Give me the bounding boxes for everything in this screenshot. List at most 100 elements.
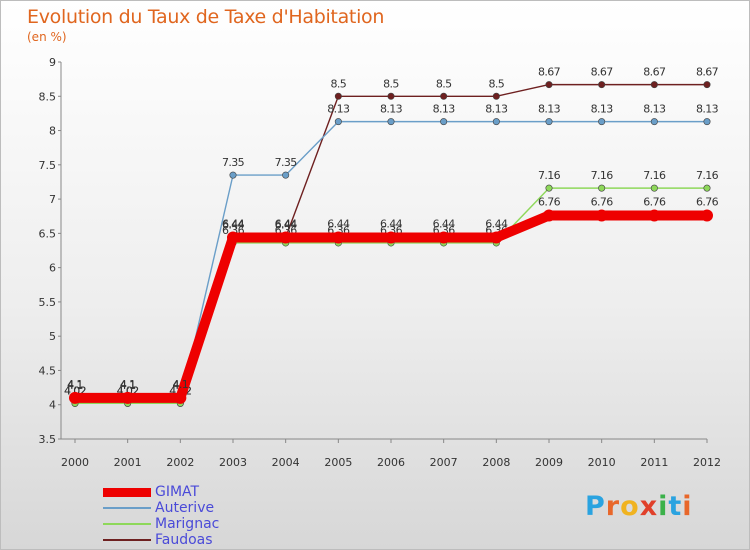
- data-label-auterive: 8.13: [485, 103, 508, 116]
- chart-title: Evolution du Taux de Taxe d'Habitation: [27, 6, 385, 28]
- data-point-auterive: [440, 118, 448, 126]
- legend-label: Faudoas: [155, 532, 213, 548]
- data-label-auterive: 8.13: [538, 103, 561, 116]
- y-tick-label: 8.5: [39, 90, 57, 103]
- data-label-faudoas: 6.44: [275, 218, 298, 231]
- data-label-auterive: 8.13: [696, 103, 719, 116]
- logo-letter: r: [605, 491, 621, 522]
- logo-letter: x: [639, 491, 659, 522]
- data-label-gimat: 6.76: [643, 196, 666, 209]
- data-label-faudoas: 8.67: [643, 66, 666, 79]
- x-tick-label: 2008: [482, 456, 510, 469]
- data-label-gimat: 6.44: [380, 217, 403, 230]
- legend-label: Auterive: [155, 500, 215, 516]
- data-label-gimat: 4.1: [120, 378, 136, 391]
- data-point-gimat: [332, 231, 345, 244]
- data-label-faudoas: 6.44: [222, 218, 245, 231]
- data-point-gimat: [69, 391, 81, 404]
- x-tick-label: 2003: [219, 456, 247, 469]
- data-point-faudoas: [387, 92, 395, 100]
- data-label-marignac: 7.16: [643, 169, 666, 182]
- data-point-marignac: [650, 184, 658, 192]
- legend-swatch: [103, 523, 151, 525]
- data-point-auterive: [492, 118, 500, 126]
- data-point-gimat: [227, 231, 239, 244]
- legend-swatch: [103, 539, 151, 541]
- y-tick-label: 8: [49, 125, 56, 138]
- x-tick-label: 2009: [535, 456, 563, 469]
- data-point-auterive: [282, 171, 290, 179]
- data-label-auterive: 7.35: [275, 156, 298, 169]
- y-tick-label: 5: [49, 330, 56, 343]
- data-point-faudoas: [650, 81, 658, 89]
- data-point-faudoas: [492, 92, 500, 100]
- data-label-gimat: 6.76: [538, 196, 561, 209]
- y-tick-label: 4: [49, 399, 56, 412]
- data-label-faudoas: 8.67: [696, 66, 719, 79]
- y-tick-label: 7.5: [39, 159, 57, 172]
- data-label-faudoas: 8.5: [436, 77, 452, 90]
- y-tick-label: 3.5: [39, 433, 57, 446]
- data-label-faudoas: 8.5: [488, 77, 504, 90]
- logo-letter: i: [682, 491, 693, 522]
- x-tick-label: 2000: [61, 456, 89, 469]
- data-label-faudoas: 8.67: [538, 66, 561, 79]
- data-label-faudoas: 8.67: [591, 66, 614, 79]
- data-point-auterive: [334, 118, 342, 126]
- x-tick-label: 2011: [640, 456, 668, 469]
- data-label-gimat: 6.44: [275, 217, 298, 230]
- x-tick-label: 2001: [114, 456, 142, 469]
- logo-letter: P: [585, 491, 606, 522]
- data-point-faudoas: [440, 92, 448, 100]
- data-point-marignac: [545, 184, 553, 192]
- x-tick-label: 2004: [272, 456, 300, 469]
- y-tick-label: 7: [49, 193, 56, 206]
- data-point-gimat: [385, 231, 397, 244]
- data-label-faudoas: 4.1: [67, 379, 83, 392]
- logo-letter: o: [620, 491, 640, 522]
- data-point-auterive: [545, 118, 553, 126]
- data-label-marignac: 7.16: [696, 169, 719, 182]
- y-tick-label: 6: [49, 262, 56, 275]
- legend-swatch: [103, 487, 151, 497]
- data-label-gimat: 4.1: [67, 378, 83, 391]
- data-point-faudoas: [703, 81, 711, 89]
- y-tick-label: 5.5: [39, 296, 57, 309]
- data-point-gimat: [174, 391, 187, 404]
- data-label-gimat: 6.44: [485, 217, 508, 230]
- data-point-gimat: [490, 231, 503, 244]
- data-point-gimat: [437, 231, 450, 244]
- x-tick-label: 2006: [377, 456, 405, 469]
- data-label-gimat: 6.76: [696, 196, 719, 209]
- data-label-auterive: 8.13: [380, 103, 403, 116]
- data-point-auterive: [703, 118, 711, 126]
- data-point-auterive: [650, 118, 658, 126]
- unit-label: (en %): [27, 30, 67, 44]
- data-label-gimat: 4.1: [172, 378, 188, 391]
- x-tick-label: 2007: [430, 456, 458, 469]
- data-label-gimat: 6.44: [222, 217, 245, 230]
- data-point-gimat: [701, 209, 713, 222]
- data-label-auterive: 8.13: [643, 103, 666, 116]
- data-label-gimat: 6.44: [327, 217, 350, 230]
- logo-letter: t: [668, 491, 683, 522]
- data-label-marignac: 7.16: [538, 169, 561, 182]
- y-tick-label: 9: [49, 56, 56, 69]
- legend-swatch: [103, 507, 151, 509]
- logo-letter: i: [658, 491, 669, 522]
- data-label-marignac: 7.16: [591, 169, 614, 182]
- data-point-gimat: [279, 231, 292, 244]
- data-point-faudoas: [598, 81, 606, 89]
- data-label-gimat: 6.76: [591, 196, 614, 209]
- x-tick-label: 2010: [588, 456, 616, 469]
- data-label-faudoas: 8.5: [330, 77, 346, 90]
- legend-label: GIMAT: [155, 484, 200, 500]
- x-tick-label: 2005: [324, 456, 352, 469]
- legend-label: Marignac: [155, 516, 220, 532]
- data-label-gimat: 6.44: [433, 217, 456, 230]
- data-point-gimat: [595, 209, 608, 222]
- data-point-faudoas: [545, 81, 553, 89]
- data-label-faudoas: 4.1: [120, 379, 136, 392]
- y-tick-label: 6.5: [39, 227, 57, 240]
